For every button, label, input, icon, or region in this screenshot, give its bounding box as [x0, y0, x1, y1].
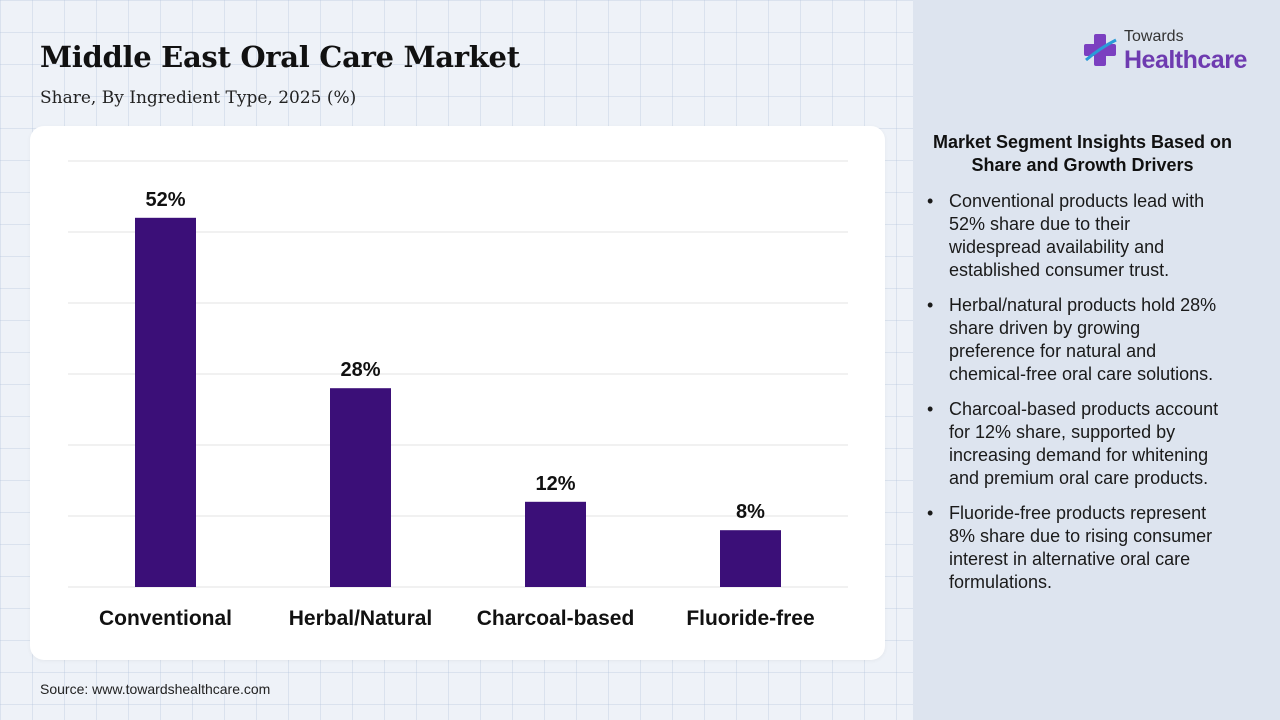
medical-cross-icon: [1084, 34, 1117, 66]
bar-herbal-natural[interactable]: [330, 388, 391, 587]
data-label: 28%: [340, 359, 380, 381]
x-tick-label: Charcoal-based: [477, 607, 635, 630]
page-subtitle: Share, By Ingredient Type, 2025 (%): [40, 88, 357, 108]
brand-logo[interactable]: Towards Healthcare: [1080, 28, 1260, 78]
logo-text-top: Towards: [1124, 28, 1184, 45]
x-tick-label: Herbal/Natural: [289, 607, 433, 630]
bar-fluoride-free[interactable]: [720, 530, 781, 587]
data-label: 12%: [535, 473, 575, 495]
insight-item: Fluoride-free products represent 8% shar…: [925, 502, 1225, 594]
insight-item: Conventional products lead with 52% shar…: [925, 190, 1225, 282]
bar-charcoal-based[interactable]: [525, 501, 586, 587]
x-tick-label: Fluoride-free: [686, 607, 814, 630]
chart-card: 52% Conventional 28% Herbal/Natural 12% Charc…: [30, 126, 885, 660]
page-title: Middle East Oral Care Market: [40, 40, 520, 74]
insights-heading: Market Segment Insights Based on Share a…: [932, 132, 1233, 175]
x-tick-label: Conventional: [99, 607, 232, 630]
bar-conventional[interactable]: [135, 217, 196, 588]
logo-text-main: Healthcare: [1124, 46, 1247, 74]
insight-item: Charcoal-based products account for 12% …: [925, 398, 1225, 490]
data-label: 8%: [736, 501, 765, 523]
insights-list: Conventional products lead with 52% shar…: [925, 190, 1225, 606]
insight-item: Herbal/natural products hold 28% share d…: [925, 294, 1225, 386]
data-label: 52%: [145, 189, 185, 211]
source-note: Source: www.towardshealthcare.com: [40, 681, 271, 697]
bar-chart: 52% Conventional 28% Herbal/Natural 12% Charc…: [68, 160, 848, 630]
